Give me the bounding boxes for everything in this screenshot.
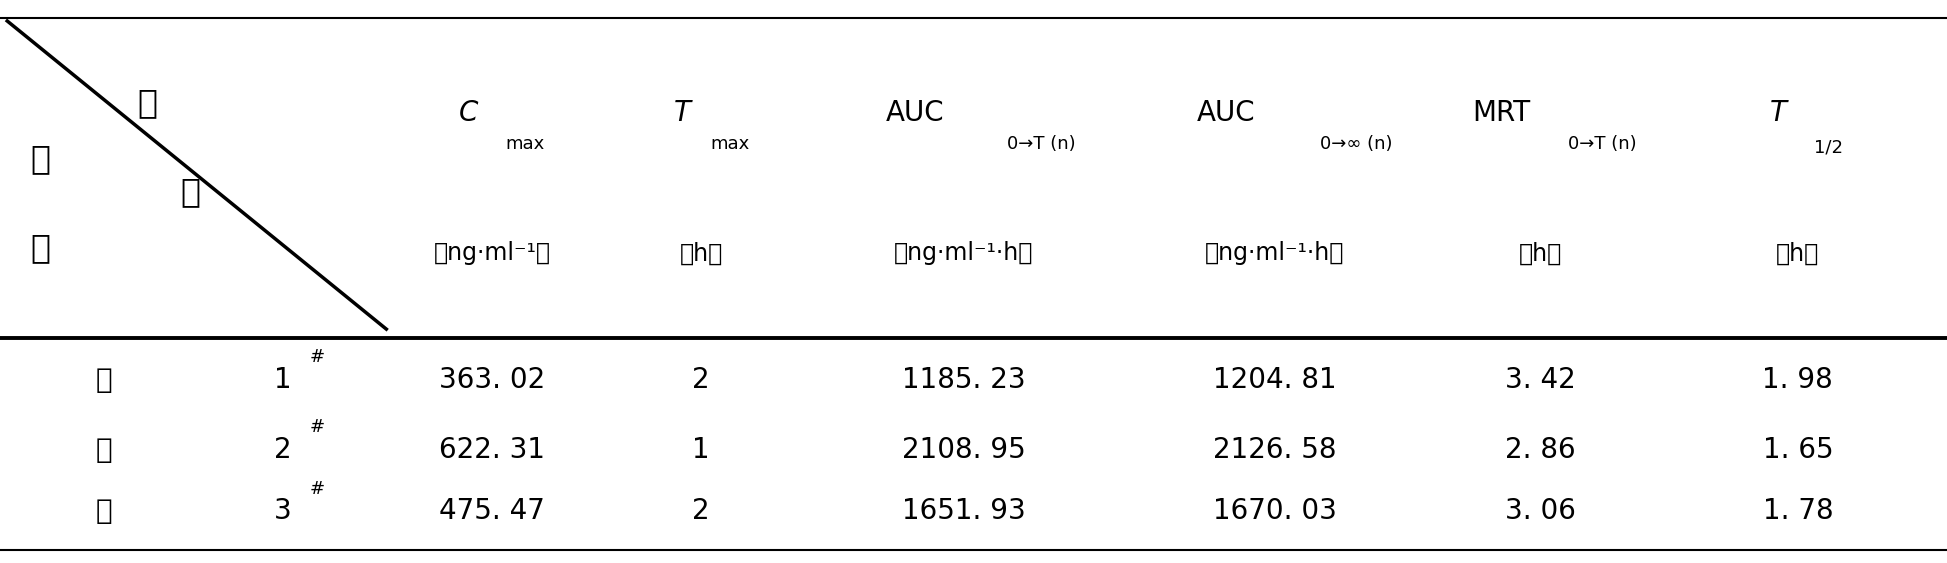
Text: 0→T (n): 0→T (n) — [1007, 135, 1077, 153]
Text: 1651. 93: 1651. 93 — [901, 497, 1026, 525]
Text: 1185. 23: 1185. 23 — [901, 365, 1026, 394]
Text: （ng·ml⁻¹）: （ng·ml⁻¹） — [434, 242, 551, 266]
Text: MRT: MRT — [1472, 100, 1530, 127]
Text: 2108. 95: 2108. 95 — [901, 436, 1026, 463]
Text: max: max — [506, 135, 545, 153]
Text: （h）: （h） — [680, 242, 722, 266]
Text: 号: 号 — [31, 231, 51, 265]
Text: 1. 98: 1. 98 — [1762, 365, 1834, 394]
Text: max: max — [711, 135, 750, 153]
Text: 1. 65: 1. 65 — [1762, 436, 1834, 463]
Text: 3: 3 — [273, 497, 292, 525]
Text: 1204. 81: 1204. 81 — [1213, 365, 1338, 394]
Text: 1/2: 1/2 — [1815, 138, 1844, 156]
Text: #: # — [310, 418, 325, 436]
Text: 普: 普 — [95, 365, 111, 394]
Text: 2: 2 — [693, 365, 711, 394]
Text: （h）: （h） — [1776, 242, 1820, 266]
Text: T: T — [674, 100, 691, 127]
Text: 3. 06: 3. 06 — [1505, 497, 1575, 525]
Text: 363. 02: 363. 02 — [440, 365, 545, 394]
Text: （ng·ml⁻¹·h）: （ng·ml⁻¹·h） — [894, 242, 1034, 266]
Text: （ng·ml⁻¹·h）: （ng·ml⁻¹·h） — [1205, 242, 1345, 266]
Text: 项: 项 — [136, 86, 158, 119]
Text: 0→∞ (n): 0→∞ (n) — [1320, 135, 1392, 153]
Text: 475. 47: 475. 47 — [440, 497, 545, 525]
Text: 目: 目 — [179, 175, 201, 208]
Text: #: # — [310, 348, 325, 366]
Text: （h）: （h） — [1519, 242, 1561, 266]
Text: T: T — [1770, 100, 1787, 127]
Text: 通: 通 — [95, 436, 111, 463]
Text: 编: 编 — [31, 142, 51, 175]
Text: 1670. 03: 1670. 03 — [1213, 497, 1338, 525]
Text: C: C — [459, 100, 479, 127]
Text: 2. 86: 2. 86 — [1505, 436, 1575, 463]
Text: 2: 2 — [273, 436, 292, 463]
Text: AUC: AUC — [886, 100, 944, 127]
Text: 1: 1 — [273, 365, 292, 394]
Text: 3. 42: 3. 42 — [1505, 365, 1575, 394]
Text: 2126. 58: 2126. 58 — [1213, 436, 1336, 463]
Text: AUC: AUC — [1197, 100, 1256, 127]
Text: 1. 78: 1. 78 — [1762, 497, 1834, 525]
Text: 1: 1 — [693, 436, 711, 463]
Text: 0→T (n): 0→T (n) — [1567, 135, 1637, 153]
Text: #: # — [310, 480, 325, 498]
Text: 2: 2 — [693, 497, 711, 525]
Text: 片: 片 — [95, 497, 111, 525]
Text: 622. 31: 622. 31 — [440, 436, 545, 463]
